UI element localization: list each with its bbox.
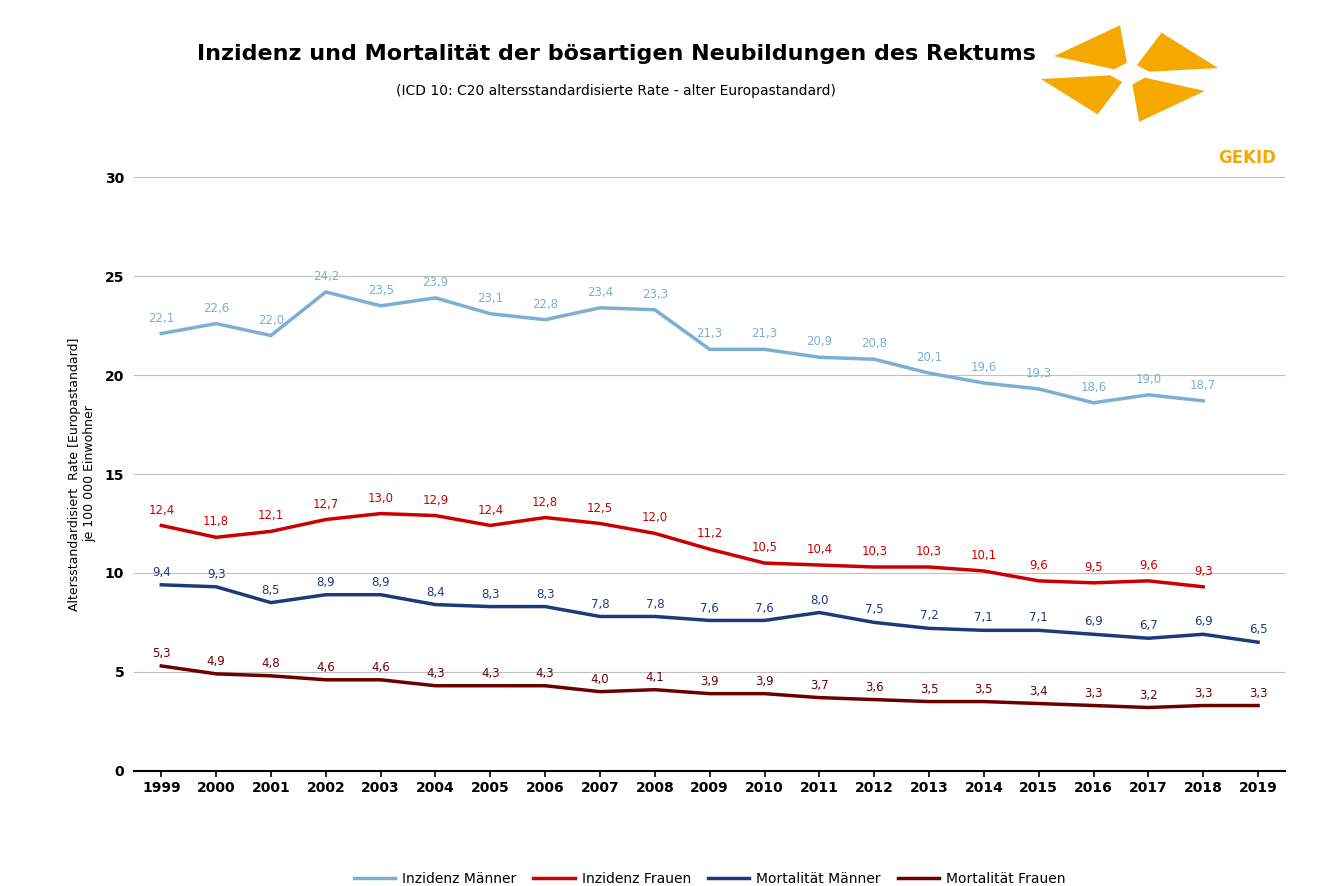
Text: (ICD 10: C20 altersstandardisierte Rate - alter Europastandard): (ICD 10: C20 altersstandardisierte Rate … [396, 84, 836, 98]
Text: 11,8: 11,8 [204, 516, 229, 528]
Text: 9,6: 9,6 [1139, 559, 1158, 572]
Text: 4,0: 4,0 [590, 672, 609, 686]
Text: 4,3: 4,3 [426, 667, 445, 680]
Text: 9,5: 9,5 [1085, 561, 1103, 574]
Legend: Inzidenz Männer, Inzidenz Frauen, Mortalität Männer, Mortalität Frauen: Inzidenz Männer, Inzidenz Frauen, Mortal… [348, 867, 1071, 886]
Text: 3,6: 3,6 [865, 680, 884, 694]
Text: 13,0: 13,0 [368, 492, 394, 505]
Text: 9,6: 9,6 [1030, 559, 1048, 572]
Text: 24,2: 24,2 [313, 270, 339, 283]
Text: 20,1: 20,1 [916, 351, 943, 364]
Text: 4,9: 4,9 [206, 655, 225, 668]
Polygon shape [1042, 74, 1130, 114]
Text: 19,6: 19,6 [971, 361, 998, 374]
Text: Inzidenz und Mortalität der bösartigen Neubildungen des Rektums: Inzidenz und Mortalität der bösartigen N… [197, 44, 1035, 65]
Text: 19,0: 19,0 [1135, 373, 1161, 386]
Text: 3,4: 3,4 [1030, 685, 1048, 697]
Text: 18,7: 18,7 [1190, 379, 1216, 392]
Text: GEKID: GEKID [1218, 149, 1276, 167]
Text: 23,3: 23,3 [641, 288, 668, 301]
Text: 12,5: 12,5 [586, 501, 613, 515]
Text: 20,8: 20,8 [861, 338, 888, 350]
Text: 22,1: 22,1 [149, 312, 174, 324]
Text: 7,2: 7,2 [920, 610, 939, 622]
Text: 12,7: 12,7 [313, 498, 339, 510]
Text: 7,5: 7,5 [865, 603, 884, 617]
Text: 23,1: 23,1 [477, 291, 503, 305]
Text: 23,9: 23,9 [422, 276, 449, 289]
Text: 4,3: 4,3 [536, 667, 554, 680]
Text: 10,4: 10,4 [806, 543, 833, 556]
Text: 7,1: 7,1 [975, 611, 994, 625]
Polygon shape [1055, 26, 1130, 74]
Text: 22,6: 22,6 [204, 302, 229, 315]
Text: 9,3: 9,3 [206, 568, 225, 581]
Text: 23,4: 23,4 [586, 286, 613, 299]
Text: 8,3: 8,3 [481, 587, 499, 601]
Text: 3,5: 3,5 [920, 682, 939, 696]
Text: 7,6: 7,6 [755, 602, 774, 615]
Text: 3,9: 3,9 [755, 675, 774, 688]
Text: 5,3: 5,3 [153, 647, 170, 660]
Text: 12,1: 12,1 [258, 509, 284, 523]
Text: 10,5: 10,5 [751, 541, 778, 554]
Text: 4,3: 4,3 [481, 667, 499, 680]
Text: 10,1: 10,1 [971, 549, 998, 562]
Text: 23,5: 23,5 [368, 284, 394, 297]
Text: 6,5: 6,5 [1249, 623, 1267, 636]
Text: 7,1: 7,1 [1030, 611, 1048, 625]
Text: 10,3: 10,3 [916, 545, 943, 558]
Text: 12,0: 12,0 [641, 511, 668, 525]
Text: 7,6: 7,6 [700, 602, 719, 615]
Text: 4,6: 4,6 [316, 661, 335, 674]
Text: 11,2: 11,2 [696, 527, 723, 540]
Text: 12,4: 12,4 [149, 503, 174, 517]
Polygon shape [1130, 69, 1218, 90]
Text: 7,8: 7,8 [590, 597, 609, 610]
Text: 12,4: 12,4 [477, 503, 503, 517]
Text: 3,3: 3,3 [1085, 687, 1103, 700]
Text: 12,8: 12,8 [532, 495, 558, 509]
Text: 6,9: 6,9 [1085, 616, 1103, 628]
Text: 9,4: 9,4 [151, 566, 170, 579]
Polygon shape [1130, 74, 1205, 121]
Text: 3,2: 3,2 [1139, 688, 1158, 702]
Text: 8,9: 8,9 [371, 576, 390, 589]
Text: 3,9: 3,9 [700, 675, 719, 688]
Text: 4,1: 4,1 [645, 671, 664, 684]
Polygon shape [1130, 33, 1218, 74]
Text: 19,3: 19,3 [1026, 367, 1051, 380]
Polygon shape [1042, 57, 1130, 78]
Text: 21,3: 21,3 [751, 328, 778, 340]
Y-axis label: Altersstandardisiert  Rate [Europastandard]
je 100 000 Einwohner: Altersstandardisiert Rate [Europastandar… [68, 338, 96, 610]
Text: 12,9: 12,9 [422, 494, 449, 507]
Text: 18,6: 18,6 [1081, 381, 1106, 394]
Text: 4,6: 4,6 [371, 661, 390, 674]
Text: 21,3: 21,3 [696, 328, 723, 340]
Text: 22,0: 22,0 [258, 314, 284, 327]
Polygon shape [1109, 62, 1152, 85]
Polygon shape [1098, 74, 1138, 121]
Text: 6,7: 6,7 [1139, 619, 1158, 633]
Text: 8,4: 8,4 [426, 586, 445, 599]
Text: 8,3: 8,3 [536, 587, 554, 601]
Text: 22,8: 22,8 [532, 298, 558, 311]
Text: 6,9: 6,9 [1194, 616, 1213, 628]
Text: 3,3: 3,3 [1249, 687, 1267, 700]
Text: 8,9: 8,9 [316, 576, 335, 589]
Text: 3,3: 3,3 [1194, 687, 1212, 700]
Text: 10,3: 10,3 [861, 545, 888, 558]
Text: 4,8: 4,8 [261, 657, 280, 670]
Text: 3,5: 3,5 [975, 682, 994, 696]
Text: 3,7: 3,7 [810, 679, 829, 692]
Text: 7,8: 7,8 [645, 597, 664, 610]
Polygon shape [1121, 26, 1161, 74]
Text: 9,3: 9,3 [1194, 565, 1213, 578]
Text: 8,0: 8,0 [810, 594, 829, 607]
Text: 20,9: 20,9 [806, 336, 833, 348]
Text: 8,5: 8,5 [261, 584, 280, 596]
